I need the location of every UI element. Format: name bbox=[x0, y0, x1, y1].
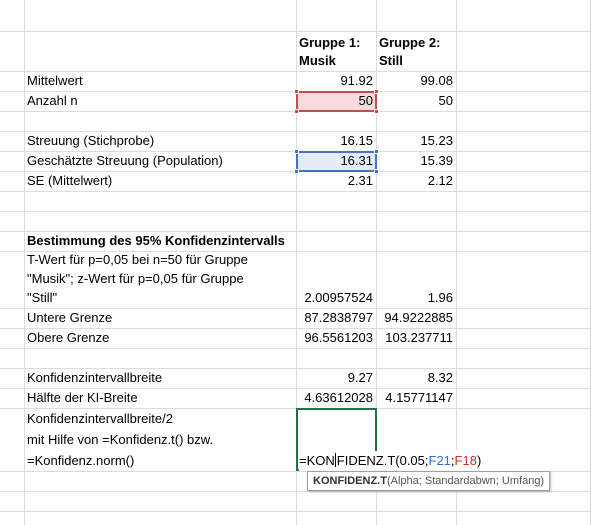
label-ki-half-line2: mit Hilfe von =Konfidenz.t() bzw. bbox=[27, 432, 214, 447]
header-gruppe2-line1[interactable]: Gruppe 2: bbox=[379, 35, 441, 50]
formula-ref-f18: F18 bbox=[454, 453, 477, 468]
formula-text-before-caret: =KON bbox=[299, 453, 335, 468]
ref-range-f21 bbox=[296, 151, 377, 172]
label-obere-grenze[interactable]: Obere Grenze bbox=[27, 330, 110, 345]
value-se-g1[interactable]: 2.31 bbox=[347, 173, 373, 188]
formula-close-paren: ) bbox=[476, 453, 482, 468]
row-boundary bbox=[0, 251, 591, 252]
row-boundary bbox=[0, 408, 591, 409]
row-boundary bbox=[0, 308, 591, 309]
label-ki-half-line1[interactable]: Konfidenzintervallbreite/2 bbox=[27, 411, 173, 426]
value-ki-breite-g1[interactable]: 9.27 bbox=[347, 370, 373, 385]
row-boundary bbox=[0, 368, 591, 369]
label-streuung-stichprobe[interactable]: Streuung (Stichprobe) bbox=[27, 133, 155, 148]
label-mittelwert[interactable]: Mittelwert bbox=[27, 73, 83, 88]
ref-handle[interactable] bbox=[294, 89, 299, 94]
value-se-g2[interactable]: 2.12 bbox=[427, 173, 453, 188]
row-boundary bbox=[0, 131, 591, 132]
row-boundary bbox=[0, 511, 591, 512]
value-ki-haelfte-g1[interactable]: 4.63612028 bbox=[304, 390, 373, 405]
value-obere-grenze-g2[interactable]: 103.237711 bbox=[385, 330, 453, 345]
value-streuung-stichprobe-g1[interactable]: 16.15 bbox=[340, 133, 373, 148]
row-boundary bbox=[0, 491, 591, 492]
label-anzahl[interactable]: Anzahl n bbox=[27, 93, 78, 108]
cell-formula-editor[interactable]: =KON FIDENZ.T(0.05;F21;F18) bbox=[299, 451, 484, 471]
header-gruppe1-line2: Musik bbox=[299, 53, 336, 68]
text-caret bbox=[335, 453, 337, 467]
formula-text-after-caret: FIDENZ.T(0.05; bbox=[336, 453, 429, 468]
value-anzahl-g1[interactable]: 50 bbox=[358, 93, 373, 108]
value-untere-grenze-g1[interactable]: 87.2838797 bbox=[304, 310, 373, 325]
label-twert-line2: "Musik"; z-Wert für p=0,05 für Gruppe bbox=[27, 271, 244, 286]
row-boundary bbox=[0, 348, 591, 349]
function-tooltip[interactable]: KONFIDENZ.T(Alpha; Standardabwn; Umfang) bbox=[307, 471, 551, 491]
header-gruppe2-line2: Still bbox=[379, 53, 403, 68]
row-boundary bbox=[0, 231, 591, 232]
value-obere-grenze-g1[interactable]: 96.5561203 bbox=[304, 330, 373, 345]
column-boundary bbox=[376, 0, 377, 525]
label-twert-line1[interactable]: T-Wert für p=0,05 bei n=50 für Gruppe bbox=[27, 252, 248, 267]
tooltip-args: (Alpha; Standardabwn; Umfang) bbox=[386, 475, 545, 487]
value-ki-breite-g2[interactable]: 8.32 bbox=[427, 370, 453, 385]
value-streuung-stichprobe-g2[interactable]: 15.23 bbox=[420, 133, 453, 148]
label-se[interactable]: SE (Mittelwert) bbox=[27, 173, 113, 188]
row-boundary bbox=[0, 31, 591, 32]
label-ki-breite[interactable]: Konfidenzintervallbreite bbox=[27, 370, 163, 385]
formula-ref-f21: F21 bbox=[428, 453, 451, 468]
column-boundary bbox=[296, 0, 297, 525]
value-streuung-population-g2[interactable]: 15.39 bbox=[420, 153, 453, 168]
row-boundary bbox=[0, 388, 591, 389]
row-boundary bbox=[0, 191, 591, 192]
ref-handle[interactable] bbox=[374, 89, 379, 94]
value-untere-grenze-g2[interactable]: 94.9222885 bbox=[384, 310, 453, 325]
ref-handle[interactable] bbox=[294, 109, 299, 114]
row-boundary bbox=[0, 328, 591, 329]
ref-handle[interactable] bbox=[374, 149, 379, 154]
value-streuung-population-g1[interactable]: 16.31 bbox=[340, 153, 373, 168]
value-twert-g1[interactable]: 2.00957524 bbox=[304, 290, 373, 305]
ref-handle[interactable] bbox=[294, 169, 299, 174]
value-mittelwert-g2[interactable]: 99.08 bbox=[420, 73, 453, 88]
label-ki-half-line3: =Konfidenz.norm() bbox=[27, 453, 135, 468]
column-boundary bbox=[456, 0, 457, 525]
label-ki-haelfte[interactable]: Hälfte der KI-Breite bbox=[27, 390, 138, 405]
label-streuung-population[interactable]: Geschätzte Streuung (Population) bbox=[27, 153, 223, 168]
section-title-konfidenzintervall[interactable]: Bestimmung des 95% Konfidenzintervalls bbox=[27, 233, 285, 248]
value-mittelwert-g1[interactable]: 91.92 bbox=[340, 73, 373, 88]
column-boundary bbox=[24, 0, 25, 525]
label-untere-grenze[interactable]: Untere Grenze bbox=[27, 310, 113, 325]
formula-separator: ; bbox=[450, 453, 455, 468]
ref-handle[interactable] bbox=[294, 149, 299, 154]
value-twert-g2[interactable]: 1.96 bbox=[427, 290, 453, 305]
ref-range-f18 bbox=[296, 91, 377, 112]
row-boundary bbox=[0, 471, 591, 472]
value-anzahl-g2[interactable]: 50 bbox=[438, 93, 453, 108]
tooltip-function-name[interactable]: KONFIDENZ.T bbox=[313, 475, 387, 487]
header-gruppe1-line1[interactable]: Gruppe 1: bbox=[299, 35, 361, 50]
row-boundary bbox=[0, 211, 591, 212]
value-ki-haelfte-g2[interactable]: 4.15771147 bbox=[385, 390, 453, 405]
ref-handle[interactable] bbox=[374, 169, 379, 174]
ref-handle[interactable] bbox=[374, 109, 379, 114]
row-boundary bbox=[0, 71, 591, 72]
label-twert-line3: "Still" bbox=[27, 290, 58, 305]
